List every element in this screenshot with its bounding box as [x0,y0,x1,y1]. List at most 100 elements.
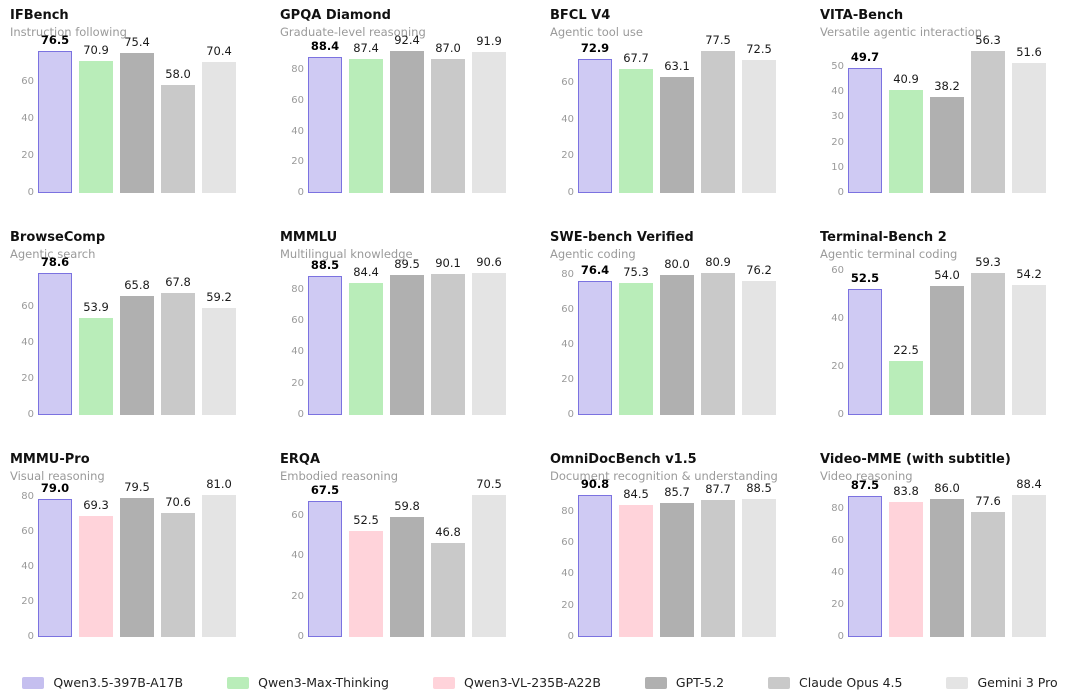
bar-value-label: 63.1 [664,59,690,74]
legend-label: GPT-5.2 [675,675,725,690]
y-axis-tick-label: 40 [21,336,34,348]
legend-swatch-claude-opus-4-5 [768,676,791,689]
y-axis-tick-label: 0 [567,187,574,198]
y-axis-tick-label: 60 [831,534,844,546]
bar-value-label: 49.7 [850,49,880,64]
bars-group: 79.0 69.3 79.5 70.6 81.0 [38,477,236,637]
bars-group: 87.5 83.8 86.0 77.6 88.4 [848,477,1046,637]
bar-qwen3-max-thinking: 67.7 [619,35,653,193]
bar-claude-opus-4-5: 56.3 [971,33,1005,193]
bar-gpt-5-2: 63.1 [660,35,694,193]
bar-rect [161,292,195,415]
legend-swatch-qwen35-397b-a17b [22,676,45,689]
legend-item-qwen35-397b-a17b: Qwen3.5-397B-A17B [22,675,183,690]
bar-rect [889,502,923,637]
bar-rect [349,58,383,193]
bar-qwen3-max-thinking: 87.4 [349,35,383,193]
bar-value-label: 54.0 [934,267,960,282]
bar-claude-opus-4-5: 80.9 [701,255,735,415]
bar-rect [79,317,113,415]
y-axis-tick-label: 20 [561,150,574,162]
bar-value-label: 56.3 [975,33,1001,47]
y-axis-tick-label: 60 [291,314,304,326]
bar-value-label: 79.5 [124,479,150,494]
y-axis-tick-label: 0 [837,631,844,642]
bar-gemini-3-pro: 81.0 [202,477,236,637]
bar-value-label: 46.8 [435,524,461,539]
bar-value-label: 77.6 [975,494,1001,509]
bar-gemini-3-pro: 88.5 [742,479,776,637]
bar-rect [349,282,383,415]
y-axis-tick-label: 20 [21,149,34,161]
bar-claude-opus-4-5: 67.8 [161,257,195,415]
plot-area: 0 20 40 60 80 79.0 69.3 79.5 70.6 81.0 [21,477,236,642]
bar-value-label: 81.0 [206,477,232,491]
bar-gpt-5-2: 85.7 [660,479,694,637]
bar-qwen3-5-397b-a17b: 76.4 [578,257,612,415]
bar-qwen3-5-397b-a17b: 67.5 [308,479,342,637]
y-axis-tick-label: 80 [831,502,844,514]
y-axis-tick-label: 80 [291,283,304,295]
bar-rect [308,57,342,193]
bar-qwen3-max-thinking: 40.9 [889,35,923,193]
chart-vita-bench: VITA-Bench Versatile agentic interaction 0… [810,0,1080,222]
bar-value-label: 76.5 [40,33,70,47]
chart-erqa: ERQA Embodied reasoning 0 20 40 60 67.5 52.5 59.… [270,444,540,666]
bar-value-label: 40.9 [893,71,919,86]
plot-area: 0 20 40 60 78.6 53.9 65.8 67.8 59.2 [21,255,236,420]
bar-value-label: 59.8 [394,498,420,513]
bar-rect [472,273,506,415]
bar-qwen3-max-thinking: 84.4 [349,257,383,415]
bar-value-label: 89.5 [394,256,420,271]
bar-rect [79,61,113,193]
bar-gpt-5-2: 65.8 [120,257,154,415]
bar-qwen3-5-397b-a17b: 72.9 [578,35,612,193]
y-axis-tick-label: 60 [21,525,34,537]
legend-swatch-gemini-3-pro [946,676,969,689]
y-axis-tick-label: 20 [291,590,304,602]
bar-value-label: 38.2 [934,78,960,93]
bar-qwen3-5-397b-a17b: 88.5 [308,257,342,415]
bar-rect [930,285,964,415]
y-axis-tick-label: 0 [837,187,844,198]
legend-item-qwen3-vl-235b-a22b: Qwen3-VL-235B-A22B [433,675,601,690]
y-axis-tick-label: 0 [837,409,844,420]
bar-gemini-3-pro: 70.5 [472,477,506,637]
bars-group: 76.4 75.3 80.0 80.9 76.2 [578,255,776,415]
bar-rect [308,276,342,415]
bar-value-label: 59.2 [206,290,232,305]
bar-qwen3-5-397b-a17b: 90.8 [578,477,612,637]
bar-rect [349,531,383,637]
chart-subtitle: Document recognition & understanding [550,469,778,483]
bar-value-label: 85.7 [664,484,690,499]
bar-value-label: 86.0 [934,480,960,495]
chart-subtitle: Visual reasoning [10,469,105,483]
bar-qwen3-max-thinking: 70.9 [79,35,113,193]
bar-qwen3-5-397b-a17b: 49.7 [848,35,882,193]
bar-value-label: 87.7 [705,481,731,496]
plot-area: 0 20 40 60 80 76.4 75.3 80.0 80.9 76.2 [561,255,776,420]
chart-browsecomp: BrowseComp Agentic search 0 20 40 60 78.6 53.9 6… [0,222,270,444]
bar-value-label: 88.5 [746,480,772,495]
y-axis-tick-label: 0 [567,409,574,420]
bar-value-label: 75.3 [623,264,649,279]
bar-gpt-5-2: 59.8 [390,479,424,637]
chart-subtitle: Agentic terminal coding [820,247,958,261]
chart-title: SWE-bench Verified [550,230,694,245]
bar-rect [120,497,154,637]
bar-rect [619,282,653,415]
y-axis-tick-label: 40 [831,86,844,98]
bar-value-label: 22.5 [893,343,919,358]
bar-rect [431,59,465,193]
y-axis-tick-label: 80 [291,64,304,76]
bar-gpt-5-2: 75.4 [120,35,154,193]
bar-rect [971,273,1005,415]
bar-qwen3-vl-235b-a22b: 52.5 [349,479,383,637]
bar-rect [1012,495,1046,637]
bar-rect [202,62,236,193]
legend-label: Qwen3-Max-Thinking [258,675,389,690]
bar-rect [1012,62,1046,193]
y-axis-tick-label: 60 [291,510,304,522]
y-axis-tick-label: 80 [561,505,574,517]
bar-gemini-3-pro: 72.5 [742,35,776,193]
